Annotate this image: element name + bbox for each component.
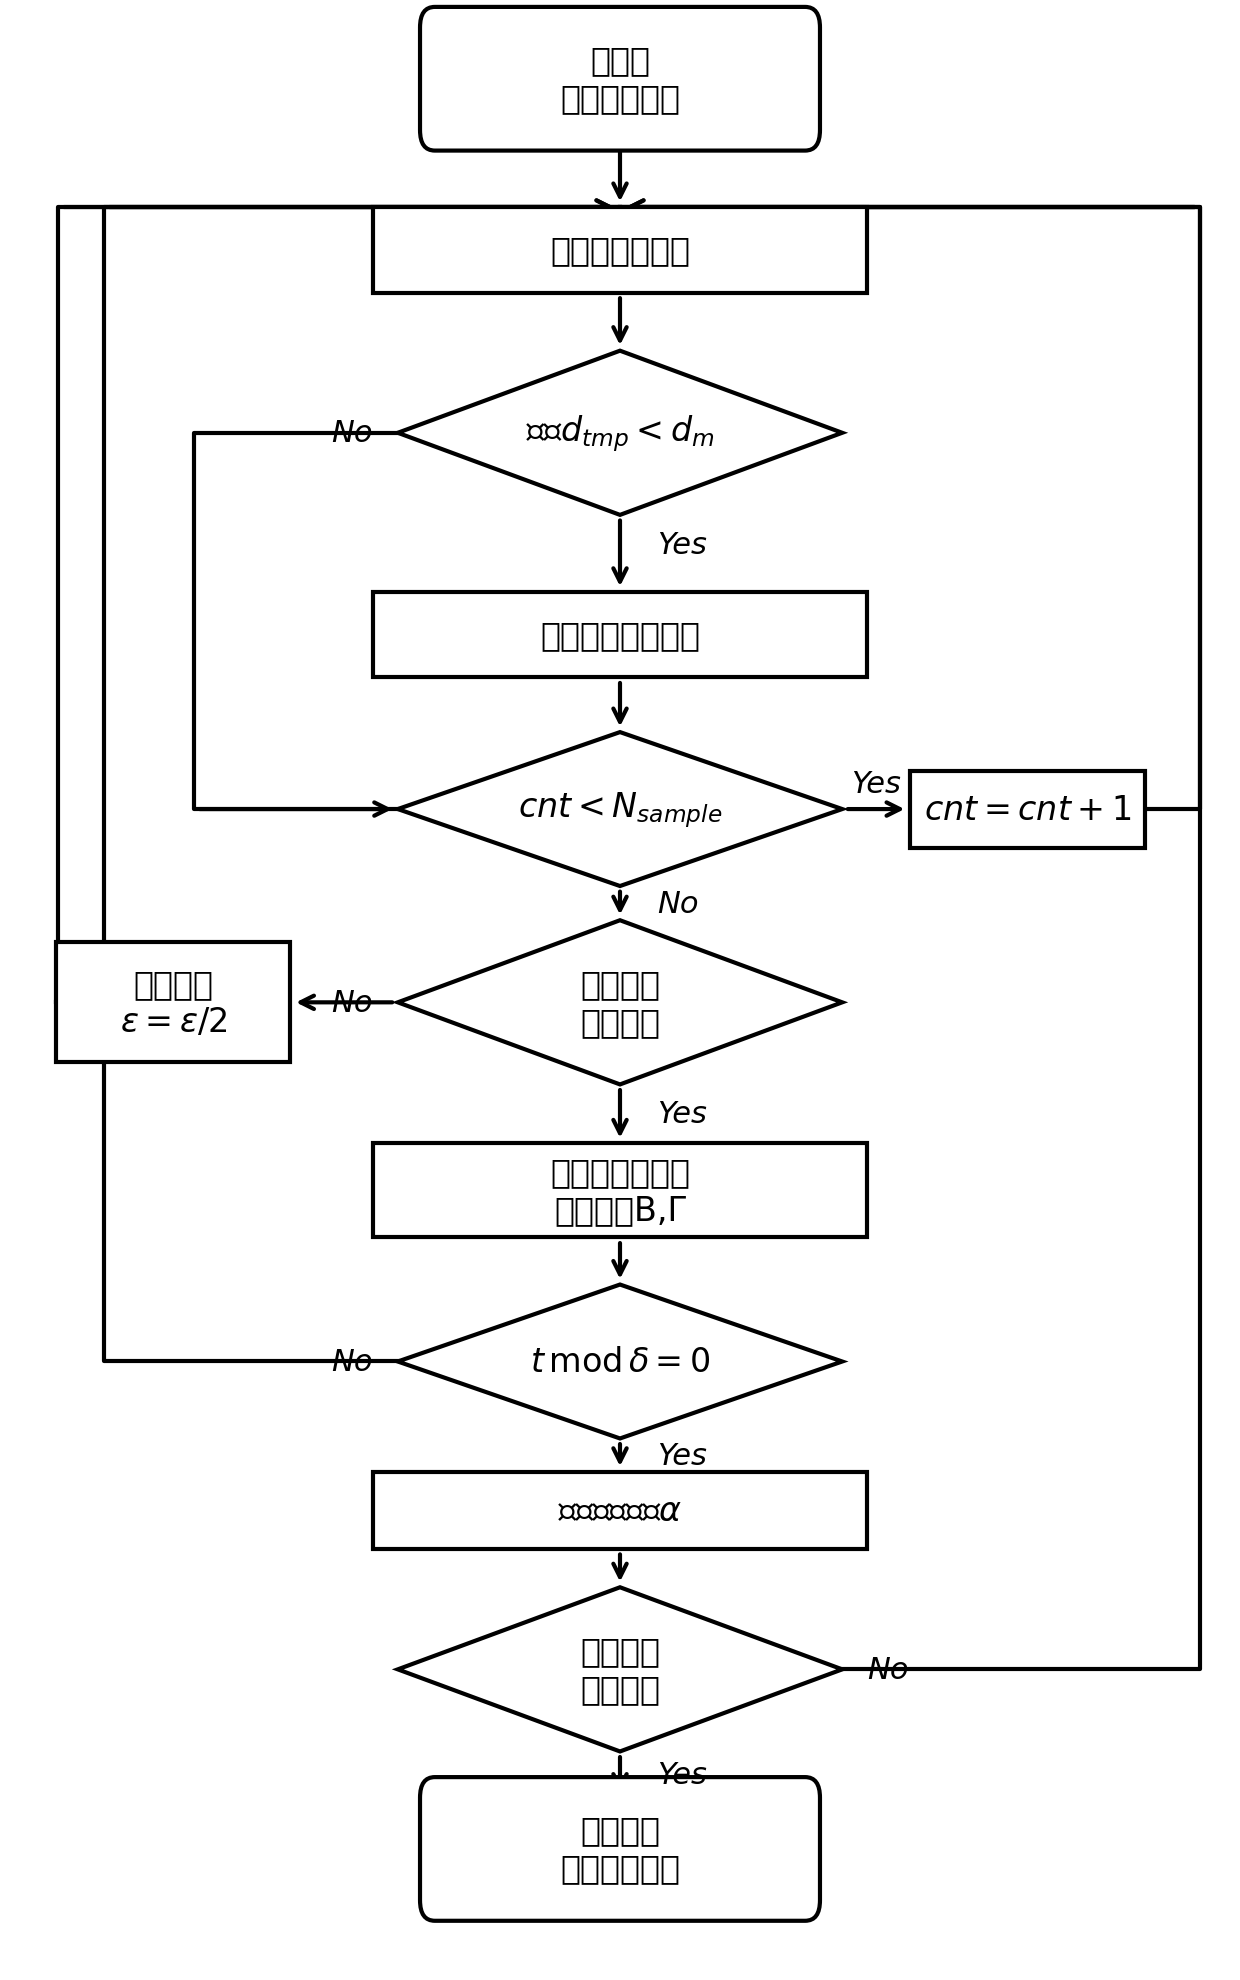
Text: Yes: Yes	[657, 1760, 707, 1790]
Text: 训练点随机采样: 训练点随机采样	[551, 234, 689, 267]
Polygon shape	[398, 1588, 842, 1752]
Polygon shape	[398, 733, 842, 887]
Bar	[910, 770, 1145, 847]
Text: Yes: Yes	[851, 770, 901, 798]
Text: Yes: Yes	[657, 1441, 707, 1469]
Text: No: No	[331, 420, 373, 447]
Text: 更新球心及点积
求解系数B,Γ: 更新球心及点积 求解系数B,Γ	[551, 1154, 689, 1226]
Polygon shape	[398, 352, 842, 515]
Bar	[373, 1144, 867, 1238]
Text: 最远点在
闭包球外: 最远点在 闭包球外	[580, 968, 660, 1038]
Text: 点积$d_{tmp}<d_m$: 点积$d_{tmp}<d_m$	[526, 414, 714, 453]
FancyBboxPatch shape	[420, 1778, 820, 1921]
Bar	[373, 592, 867, 677]
Text: 计算点积和球心距: 计算点积和球心距	[539, 620, 701, 651]
Text: No: No	[331, 1346, 373, 1376]
Bar	[373, 208, 867, 293]
Text: No: No	[657, 889, 698, 919]
Text: 达到近似
求解目标: 达到近似 求解目标	[580, 1634, 660, 1705]
Text: Yes: Yes	[657, 1099, 707, 1129]
Bar	[56, 942, 290, 1063]
Bar	[373, 1471, 867, 1548]
Polygon shape	[398, 921, 842, 1085]
Text: 求解精度
$\varepsilon=\varepsilon/2$: 求解精度 $\varepsilon=\varepsilon/2$	[119, 968, 227, 1038]
Text: Yes: Yes	[657, 531, 707, 560]
Text: 完成一个
二分类器训练: 完成一个 二分类器训练	[560, 1814, 680, 1885]
FancyBboxPatch shape	[420, 8, 820, 152]
Text: $cnt<N_{sample}$: $cnt<N_{sample}$	[518, 790, 722, 830]
Text: 更新所有权重$\alpha$: 更新所有权重$\alpha$	[558, 1495, 682, 1527]
Text: No: No	[331, 988, 373, 1018]
Text: $cnt=cnt+1$: $cnt=cnt+1$	[924, 794, 1131, 826]
Text: 初始化
二分类器参数: 初始化 二分类器参数	[560, 44, 680, 115]
Polygon shape	[398, 1285, 842, 1439]
Text: $t\,\mathrm{mod}\,\delta=0$: $t\,\mathrm{mod}\,\delta=0$	[529, 1344, 711, 1378]
Text: No: No	[867, 1655, 909, 1685]
